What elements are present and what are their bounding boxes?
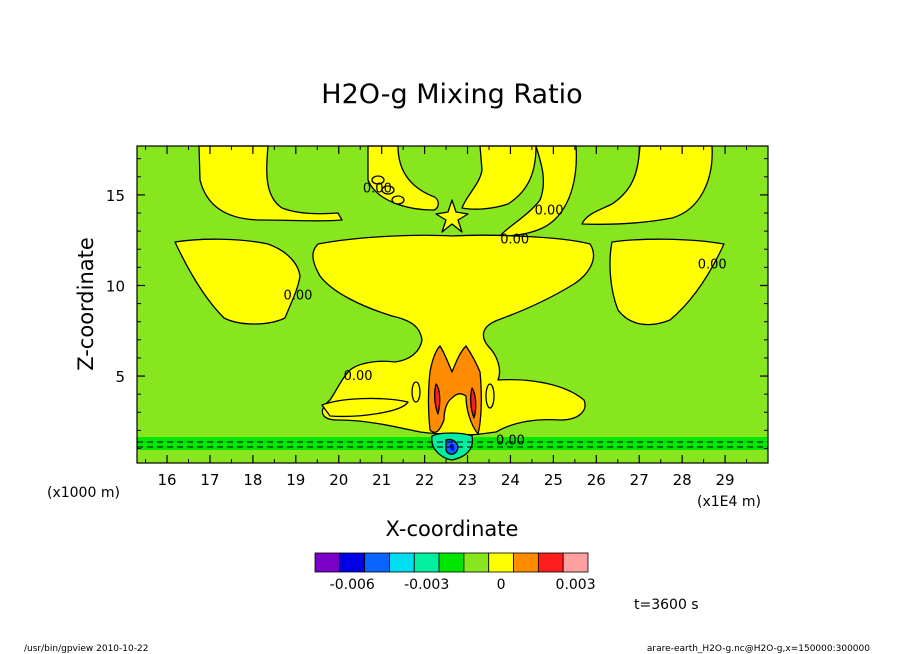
x-tick-label: 23 [458, 471, 477, 489]
region-red-core-left [434, 383, 441, 415]
colorbar-swatch [389, 552, 415, 573]
x-unit-left: (x1000 m) [47, 485, 120, 501]
colorbar-swatch [562, 552, 589, 573]
region-upper-right [581, 145, 713, 225]
region-orange-columns [427, 345, 482, 435]
region-lower-left [321, 397, 409, 418]
colorbar [314, 552, 589, 573]
contour-label: 0.00 [363, 182, 392, 197]
x-tick-label: 27 [630, 471, 649, 489]
loop-4 [411, 381, 421, 403]
colorbar-tick-label: 0 [497, 577, 506, 593]
x-tick-label: 18 [243, 471, 262, 489]
x-ticks: 16 17 18 19 20 21 22 23 24 25 26 27 28 29 [145, 146, 748, 489]
y-tick-label: 10 [106, 277, 125, 295]
footer-right: arare-earth_H2O-g.nc@H2O-g,x=150000:3000… [647, 644, 870, 654]
x-axis-label: X-coordinate [386, 517, 519, 541]
x-tick-label: 19 [286, 471, 305, 489]
colorbar-swatch [438, 552, 465, 573]
x-tick-label: 28 [673, 471, 692, 489]
contour-label: 0.00 [535, 203, 564, 218]
colorbar-tick-label: 0.003 [556, 577, 596, 593]
x-tick-label: 26 [587, 471, 606, 489]
region-mid-left [174, 238, 301, 325]
y-ticks: 5 10 15 [106, 158, 768, 450]
colorbar-tick-label: -0.003 [404, 577, 449, 593]
x-tick-label: 21 [372, 471, 391, 489]
contour-label: 0.00 [500, 232, 529, 247]
colorbar-swatch [513, 552, 539, 573]
x-tick-label: 29 [716, 471, 735, 489]
time-label: t=3600 s [634, 597, 699, 613]
region-upper-center-right [461, 145, 537, 210]
contour-label: 0.00 [283, 289, 312, 304]
plot-frame [136, 145, 769, 464]
colorbar-labels: -0.006 -0.003 0 0.003 [330, 577, 596, 593]
x-tick-label: 22 [415, 471, 434, 489]
plot-area: 0.00 0.00 0.00 0.00 0.00 0.00 0.00 16 17 18 19 20 2… [106, 145, 769, 489]
x-tick-label: 16 [158, 471, 177, 489]
colorbar-swatch [339, 552, 366, 573]
region-mid-right [609, 238, 725, 326]
x-unit-right: (x1E4 m) [697, 494, 761, 510]
x-tick-label: 24 [501, 471, 520, 489]
colorbar-tick-label: -0.006 [330, 577, 375, 593]
x-tick-label: 17 [200, 471, 219, 489]
region-central [312, 234, 595, 436]
loop-2 [381, 185, 395, 195]
contour-label: 0.00 [698, 258, 727, 273]
x-tick-label: 25 [544, 471, 563, 489]
x-tick-label: 20 [329, 471, 348, 489]
y-tick-label: 15 [106, 187, 125, 205]
loop-3 [391, 195, 405, 205]
region-red-core-right [470, 387, 477, 419]
loop-5 [485, 383, 495, 409]
contour-fills [137, 145, 768, 461]
loop-1 [371, 175, 385, 185]
footer-left: /usr/bin/gpview 2010-10-22 [24, 644, 148, 654]
colorbar-swatch [537, 552, 564, 573]
contour-label: 0.00 [344, 369, 373, 384]
colorbar-swatch [364, 552, 390, 573]
region-upper-left [198, 145, 343, 222]
colorbar-swatch [413, 552, 440, 573]
y-axis-label: Z-coordinate [74, 237, 98, 371]
contour-loops [371, 175, 495, 409]
y-tick-label: 5 [115, 368, 125, 386]
colorbar-swatch [488, 552, 514, 573]
contour-label: 0.00 [496, 433, 525, 448]
colorbar-swatch [314, 552, 341, 573]
colorbar-swatch [463, 552, 490, 573]
region-star [435, 199, 469, 233]
contour-labels: 0.00 0.00 0.00 0.00 0.00 0.00 0.00 [283, 182, 726, 449]
chart-title: H2O-g Mixing Ratio [321, 79, 582, 110]
